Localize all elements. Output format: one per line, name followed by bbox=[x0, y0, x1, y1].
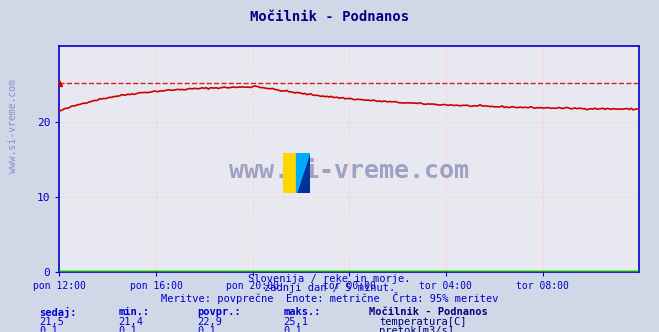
Text: sedaj:: sedaj: bbox=[40, 307, 77, 318]
Text: povpr.:: povpr.: bbox=[198, 307, 241, 317]
Text: pretok[m3/s]: pretok[m3/s] bbox=[379, 326, 454, 332]
Text: 0,1: 0,1 bbox=[283, 326, 302, 332]
Text: 0,1: 0,1 bbox=[40, 326, 58, 332]
Text: Slovenija / reke in morje.: Slovenija / reke in morje. bbox=[248, 274, 411, 284]
Text: temperatura[C]: temperatura[C] bbox=[379, 317, 467, 327]
Text: 22,9: 22,9 bbox=[198, 317, 223, 327]
Text: 0,1: 0,1 bbox=[198, 326, 216, 332]
Text: maks.:: maks.: bbox=[283, 307, 321, 317]
Text: www.si-vreme.com: www.si-vreme.com bbox=[229, 159, 469, 183]
Text: Močilnik - Podnanos: Močilnik - Podnanos bbox=[250, 10, 409, 24]
Text: Močilnik - Podnanos: Močilnik - Podnanos bbox=[369, 307, 488, 317]
Polygon shape bbox=[297, 153, 310, 193]
Text: 21,4: 21,4 bbox=[119, 317, 144, 327]
Text: 0,1: 0,1 bbox=[119, 326, 137, 332]
Text: www.si-vreme.com: www.si-vreme.com bbox=[8, 79, 18, 173]
Text: zadnji dan / 5 minut.: zadnji dan / 5 minut. bbox=[264, 283, 395, 293]
Bar bbox=[283, 153, 297, 193]
Polygon shape bbox=[297, 153, 310, 193]
Text: min.:: min.: bbox=[119, 307, 150, 317]
Text: Meritve: povprečne  Enote: metrične  Črta: 95% meritev: Meritve: povprečne Enote: metrične Črta:… bbox=[161, 292, 498, 304]
Text: 21,5: 21,5 bbox=[40, 317, 65, 327]
Text: 25,1: 25,1 bbox=[283, 317, 308, 327]
